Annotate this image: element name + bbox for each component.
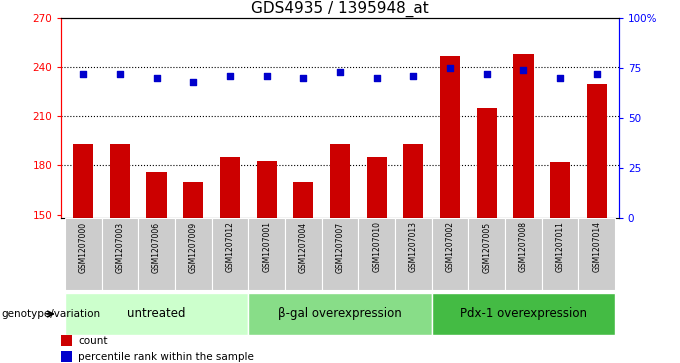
Point	[188, 79, 199, 85]
Text: count: count	[78, 336, 107, 346]
Text: GSM1207006: GSM1207006	[152, 221, 161, 273]
Bar	[358, 218, 395, 290]
Point	[224, 73, 235, 79]
Text: GSM1207011: GSM1207011	[556, 221, 564, 272]
Point	[481, 71, 492, 77]
Bar	[138, 218, 175, 290]
Bar	[477, 108, 497, 218]
Text: GSM1207012: GSM1207012	[226, 221, 235, 272]
Text: GSM1207008: GSM1207008	[519, 221, 528, 272]
Point	[408, 73, 419, 79]
Text: Pdx-1 overexpression: Pdx-1 overexpression	[460, 307, 587, 321]
Point	[335, 69, 345, 75]
Bar	[469, 218, 505, 290]
Text: GSM1207013: GSM1207013	[409, 221, 418, 272]
Point	[518, 67, 529, 73]
Bar	[285, 218, 322, 290]
Bar	[542, 218, 579, 290]
Bar	[65, 218, 101, 290]
Bar	[248, 218, 285, 290]
Text: GSM1207003: GSM1207003	[116, 221, 124, 273]
Point	[592, 71, 602, 77]
Bar	[183, 182, 203, 218]
Bar	[211, 218, 248, 290]
Bar	[330, 144, 350, 218]
Text: GSM1207014: GSM1207014	[592, 221, 601, 272]
Bar	[101, 218, 138, 290]
Bar	[73, 144, 93, 218]
Point	[151, 75, 162, 81]
Bar	[256, 160, 277, 218]
Text: GSM1207007: GSM1207007	[335, 221, 345, 273]
Text: GSM1207001: GSM1207001	[262, 221, 271, 272]
Bar	[109, 144, 130, 218]
Bar	[146, 172, 167, 218]
Text: genotype/variation: genotype/variation	[1, 309, 101, 319]
Point	[114, 71, 125, 77]
Bar	[440, 56, 460, 218]
Point	[445, 65, 456, 71]
Bar	[432, 293, 615, 335]
Text: untreated: untreated	[127, 307, 186, 321]
Bar	[550, 162, 571, 218]
Bar	[403, 144, 424, 218]
Point	[261, 73, 272, 79]
Text: GSM1207004: GSM1207004	[299, 221, 308, 273]
Point	[78, 71, 88, 77]
Bar	[248, 293, 432, 335]
Bar	[367, 157, 387, 218]
Bar	[220, 157, 240, 218]
Bar	[579, 218, 615, 290]
Bar	[65, 293, 248, 335]
Bar	[61, 351, 72, 362]
Bar	[293, 182, 313, 218]
Text: percentile rank within the sample: percentile rank within the sample	[78, 352, 254, 362]
Text: β-gal overexpression: β-gal overexpression	[278, 307, 402, 321]
Text: GSM1207010: GSM1207010	[372, 221, 381, 272]
Text: GSM1207009: GSM1207009	[189, 221, 198, 273]
Text: GSM1207002: GSM1207002	[445, 221, 454, 272]
Point	[555, 75, 566, 81]
Point	[298, 75, 309, 81]
Text: GSM1207000: GSM1207000	[79, 221, 88, 273]
Bar	[432, 218, 469, 290]
Bar	[175, 218, 211, 290]
Bar	[513, 54, 534, 218]
Text: GSM1207005: GSM1207005	[482, 221, 491, 273]
Bar	[395, 218, 432, 290]
Bar	[61, 335, 72, 346]
Bar	[505, 218, 542, 290]
Bar	[322, 218, 358, 290]
Bar	[587, 83, 607, 218]
Point	[371, 75, 382, 81]
Title: GDS4935 / 1395948_at: GDS4935 / 1395948_at	[251, 1, 429, 17]
